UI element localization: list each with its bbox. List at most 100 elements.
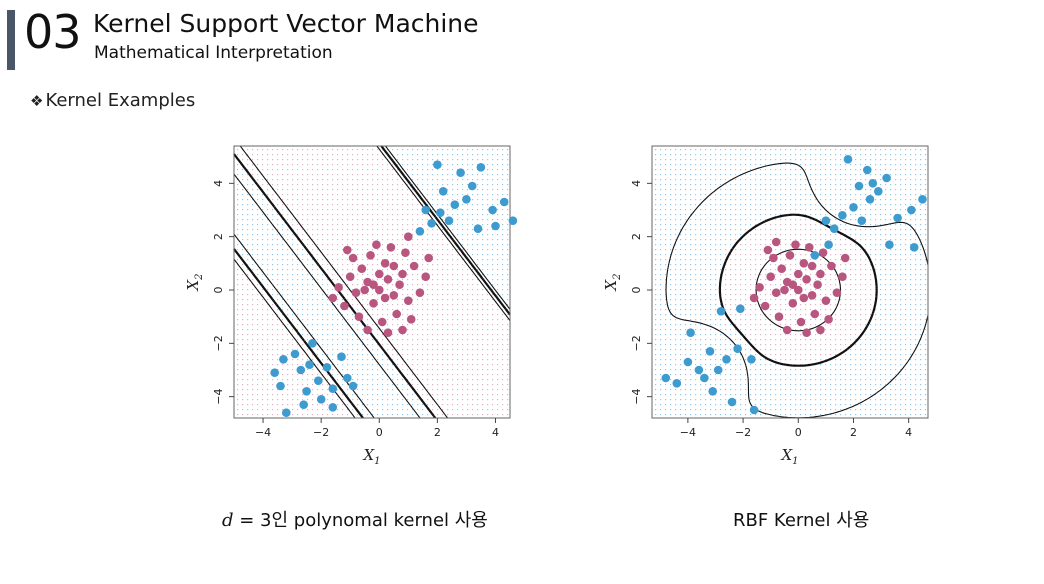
rbf-y-tick-label: 4: [630, 180, 643, 187]
section-number: 03: [24, 5, 82, 59]
poly-point-blue: [456, 168, 465, 177]
rbf-point-blue: [683, 357, 693, 367]
poly-point-blue: [438, 187, 448, 196]
poly-y-tick-label: 4: [212, 180, 225, 187]
poly-point-blue: [348, 381, 358, 391]
rbf-point-pink: [807, 291, 817, 300]
poly-point-blue: [314, 376, 323, 385]
poly-point-blue: [467, 181, 477, 191]
poly-point-pink: [334, 283, 343, 292]
poly-point-pink: [375, 269, 384, 279]
rbf-point-blue: [907, 205, 916, 215]
rbf-point-blue: [882, 173, 891, 183]
poly-y-tick-label: −2: [212, 335, 225, 351]
poly-point-blue: [299, 400, 308, 410]
poly-y-tick-label: 0: [212, 287, 225, 294]
poly-x-tick-label: −4: [255, 426, 271, 439]
rbf-point-blue: [694, 365, 704, 375]
poly-margin-line: [233, 145, 511, 419]
poly-point-pink: [377, 317, 387, 327]
rbf-point-blue: [686, 328, 695, 337]
rbf-plot-frame: [651, 145, 929, 419]
poly-point-pink: [395, 280, 404, 289]
rbf-point-pink: [771, 237, 781, 247]
poly-point-pink: [389, 261, 399, 271]
rbf-point-blue: [874, 187, 883, 196]
poly-point-pink: [369, 299, 378, 308]
poly-point-blue: [427, 219, 436, 228]
rbf-point-blue: [713, 365, 723, 375]
poly-plot-frame: [233, 145, 511, 419]
rbf-point-blue: [865, 195, 875, 204]
poly-point-blue: [476, 163, 486, 172]
poly-point-blue: [444, 216, 454, 225]
poly-point-blue: [421, 205, 430, 215]
poly-point-blue: [508, 216, 518, 225]
poly-point-pink: [363, 325, 372, 335]
poly-point-pink: [383, 275, 393, 284]
polynomial-kernel-plot: −4 −2 0 2 4 −4 −2 0 2 4 X1 X2: [184, 145, 518, 467]
rbf-point-pink: [794, 269, 803, 279]
rbf-point-blue: [705, 347, 715, 356]
poly-point-blue: [473, 224, 483, 233]
poly-point-blue: [337, 352, 346, 361]
rbf-point-blue: [843, 155, 853, 164]
poly-y-tick-label: 2: [212, 233, 225, 240]
poly-x-axis-label: X1: [362, 446, 380, 467]
rbf-point-pink: [807, 261, 817, 271]
rbf-point-blue: [661, 373, 671, 383]
rbf-point-pink: [796, 317, 806, 327]
rbf-y-tick-label: 2: [630, 233, 643, 240]
rbf-point-pink: [777, 264, 786, 273]
rbf-x-tick-label: 2: [850, 426, 857, 439]
poly-point-pink: [398, 269, 407, 279]
poly-point-blue: [462, 195, 471, 204]
rbf-point-blue: [918, 195, 927, 204]
poly-point-pink: [398, 325, 407, 335]
rbf-point-blue: [838, 211, 847, 220]
rbf-point-pink: [788, 299, 798, 308]
poly-point-blue: [279, 355, 288, 364]
rbf-point-pink: [755, 283, 764, 292]
rbf-point-pink: [799, 293, 809, 303]
rbf-point-pink: [821, 296, 831, 305]
section-accent-bar: [7, 10, 15, 70]
poly-point-pink: [392, 309, 401, 319]
rbf-point-pink: [763, 245, 773, 255]
rbf-point-pink: [774, 312, 784, 321]
rbf-point-blue: [736, 304, 745, 313]
poly-point-blue: [328, 403, 338, 412]
rbf-point-blue: [747, 355, 756, 364]
rbf-point-blue: [716, 307, 726, 316]
poly-point-pink: [380, 259, 390, 268]
poly-point-pink: [351, 288, 361, 297]
poly-x-tick-label: 0: [376, 426, 383, 439]
poly-point-blue: [308, 339, 317, 348]
poly-point-blue: [499, 197, 509, 207]
rbf-point-blue: [885, 240, 894, 249]
diamond-bullet-icon: ❖: [30, 92, 44, 110]
poly-point-blue: [450, 200, 460, 209]
poly-point-pink: [380, 293, 390, 303]
bullet-heading: ❖ Kernel Examples: [30, 89, 195, 113]
rbf-point-blue: [727, 397, 737, 407]
poly-x-tick-label: 4: [492, 426, 499, 439]
poly-point-pink: [360, 285, 369, 295]
rbf-point-pink: [840, 253, 850, 263]
rbf-point-blue: [722, 355, 731, 364]
rbf-x-axis-label: X1: [780, 446, 798, 467]
rbf-point-pink: [818, 248, 828, 257]
poly-point-pink: [345, 272, 355, 281]
poly-point-blue: [343, 373, 352, 383]
rbf-point-blue: [829, 224, 839, 233]
rbf-decision-contours: [665, 162, 929, 419]
rbf-point-pink: [816, 269, 825, 279]
rbf-point-pink: [785, 251, 795, 260]
rbf-point-blue: [733, 344, 742, 353]
poly-point-pink: [369, 280, 378, 289]
rbf-point-blue: [863, 165, 872, 175]
poly-point-blue: [270, 368, 279, 377]
poly-region-blue-dots: [237, 149, 509, 416]
rbf-point-pink: [791, 240, 800, 249]
rbf-point-pink: [771, 288, 781, 297]
